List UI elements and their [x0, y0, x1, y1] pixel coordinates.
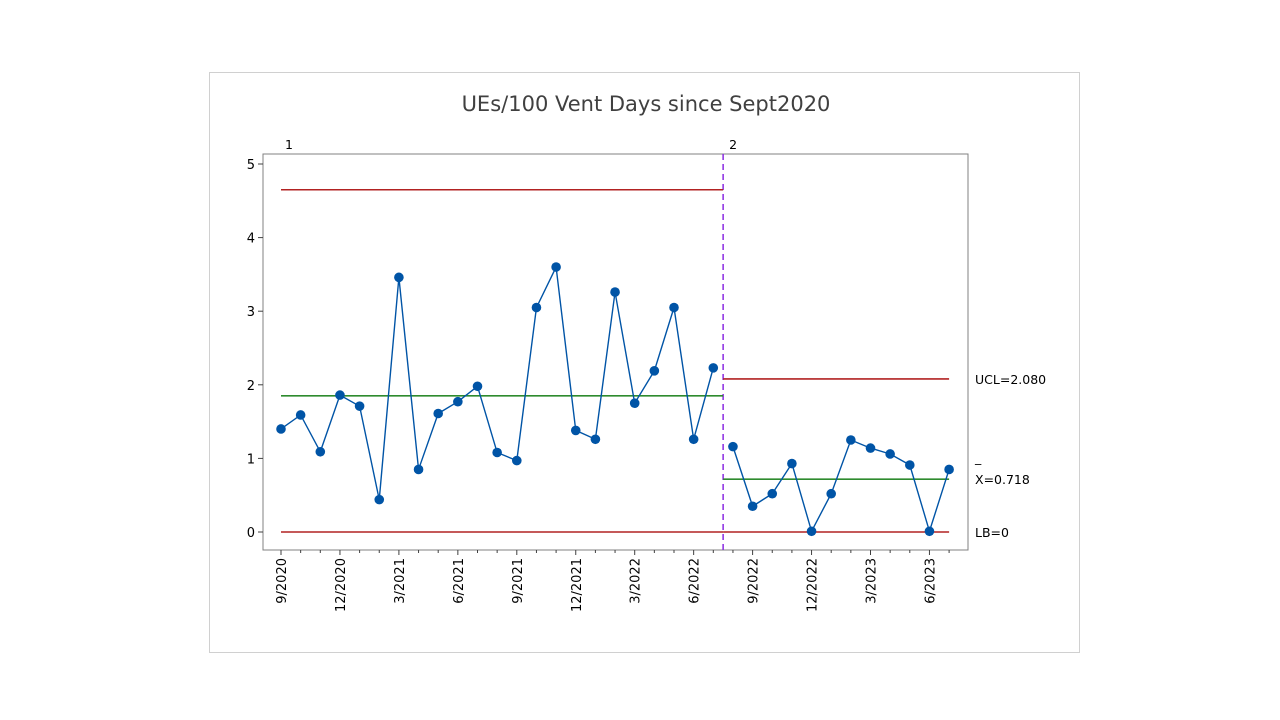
data-point	[747, 501, 758, 512]
data-point	[413, 464, 424, 475]
y-tick-label: 5	[247, 158, 255, 173]
chart-frame: UEs/100 Vent Days since Sept2020 0 1 2 3 4 5 9…	[209, 72, 1080, 653]
data-point	[315, 446, 326, 457]
data-point	[826, 488, 836, 499]
data-series-line	[280, 264, 714, 500]
data-point	[570, 425, 581, 436]
data-point	[944, 464, 954, 475]
data-point	[531, 302, 542, 313]
x-tick-label: 12/2022	[806, 558, 821, 612]
data-point	[590, 434, 601, 445]
x-tick-label: 3/2023	[865, 558, 880, 604]
data-point	[610, 287, 620, 297]
data-point	[433, 408, 443, 419]
data-point	[787, 458, 797, 469]
data-point	[688, 434, 699, 445]
y-tick-label: 2	[247, 379, 255, 394]
x-tick-label: 3/2022	[629, 558, 644, 604]
data-point	[453, 396, 463, 407]
y-tick-label: 1	[247, 452, 255, 467]
data-point	[276, 424, 286, 434]
data-point	[885, 449, 895, 459]
data-point	[335, 390, 345, 400]
data-point	[649, 366, 660, 376]
x-tick-label: 12/2021	[570, 558, 585, 612]
data-point	[728, 441, 738, 452]
phase-label: 1	[285, 137, 293, 152]
data-point	[295, 410, 306, 420]
data-point	[865, 443, 876, 453]
center-label: X=0.718	[975, 472, 1030, 487]
x-tick-label: 3/2021	[393, 558, 408, 604]
y-tick-label: 4	[247, 232, 255, 247]
x-tick-label: 9/2020	[275, 558, 290, 604]
data-point	[374, 494, 385, 505]
data-point	[472, 381, 483, 392]
x-tick-label: 12/2020	[334, 558, 349, 612]
data-point	[924, 526, 935, 537]
x-tick-label: 6/2022	[688, 558, 703, 604]
data-point	[806, 526, 817, 537]
data-point	[846, 435, 856, 445]
x-tick-label: 6/2023	[923, 558, 938, 604]
lb-label: LB=0	[975, 525, 1009, 540]
x-tick-label: 9/2022	[747, 558, 762, 604]
data-point	[708, 363, 719, 373]
x-tick-label: 9/2021	[511, 558, 526, 604]
data-point	[767, 488, 778, 499]
center-bar-mark: _	[974, 450, 982, 465]
data-point	[512, 455, 522, 466]
data-point	[905, 460, 915, 470]
data-point	[629, 398, 640, 409]
data-point	[354, 401, 365, 411]
data-point	[492, 447, 502, 458]
chart-title: UEs/100 Vent Days since Sept2020	[462, 92, 831, 116]
data-series-line	[732, 439, 950, 534]
x-tick-label: 6/2021	[452, 558, 467, 604]
plot-area: 0 1 2 3 4 5 9/2020 12/2020 3/2021 6/2021 9/2021 12/…	[247, 137, 969, 612]
y-tick-label: 0	[247, 526, 255, 541]
control-chart: UEs/100 Vent Days since Sept2020 0 1 2 3 4 5 9…	[247, 92, 1046, 612]
phase-label: 2	[729, 137, 737, 152]
y-tick-label: 3	[247, 305, 255, 320]
data-point	[394, 272, 404, 283]
ucl-label: UCL=2.080	[975, 372, 1046, 387]
plot-border	[262, 153, 969, 551]
data-point	[669, 302, 679, 313]
data-point	[551, 262, 561, 272]
